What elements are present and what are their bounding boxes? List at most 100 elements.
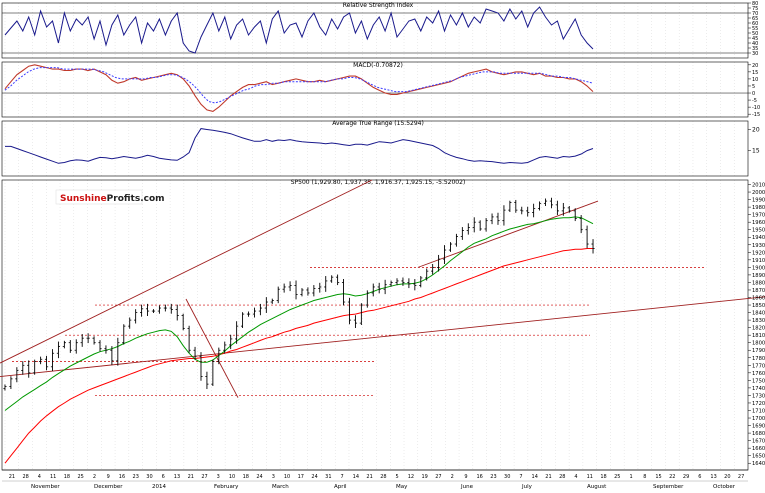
y-tick-label-2-0: 20 (752, 126, 760, 133)
panel-frame-1 (1, 61, 749, 118)
rsi-line (4, 6, 594, 54)
x-day-label-17: 18 (243, 474, 249, 480)
sunshine-profits-watermark: SunshineProfits.com (55, 189, 165, 205)
y-tick-label-0-4: 60 (752, 21, 758, 27)
y-tick-label-0-8: 40 (752, 41, 758, 47)
rsi-panel-title: Relative Strength Index (343, 2, 414, 9)
y-tick-label-3-18: 1830 (752, 318, 765, 324)
x-day-label-41: 4 (574, 474, 577, 480)
x-day-label-11: 6 (162, 474, 165, 480)
x-day-label-44: 25 (614, 474, 620, 480)
x-day-label-24: 7 (341, 474, 344, 480)
y-tick-label-0-10: 30 (752, 51, 758, 57)
x-day-label-20: 10 (284, 474, 290, 480)
x-day-label-28: 5 (396, 474, 399, 480)
trend-line-upper (417, 200, 599, 268)
x-day-label-36: 30 (504, 474, 510, 480)
x-day-label-34: 16 (477, 474, 483, 480)
x-day-label-35: 23 (490, 474, 496, 480)
y-tick-label-3-30: 1710 (752, 408, 765, 414)
y-tick-label-3-34: 1670 (752, 439, 765, 445)
y-tick-label-1-6: -10 (752, 105, 760, 111)
panel-frame-2 (1, 120, 749, 177)
x-day-label-40: 28 (559, 474, 565, 480)
y-tick-label-1-3: 5 (752, 84, 755, 90)
x-day-label-5: 25 (77, 474, 83, 480)
x-month-label-2: 2014 (152, 484, 166, 489)
x-day-label-14: 27 (201, 474, 207, 480)
y-tick-label-3-1: 2000 (752, 190, 765, 196)
watermark-box (55, 189, 143, 205)
x-day-label-18: 24 (256, 474, 262, 480)
panel-frame-0 (1, 2, 749, 59)
x-month-label-0: November (31, 484, 60, 489)
x-month-label-7: June (460, 484, 474, 489)
atr-line (5, 128, 594, 164)
x-day-label-33: 9 (464, 474, 467, 480)
x-day-label-3: 11 (50, 474, 56, 480)
trend-line-down (185, 298, 239, 398)
y-tick-label-0-3: 65 (752, 16, 758, 22)
x-day-label-19: 3 (272, 474, 275, 480)
x-day-label-37: 7 (519, 474, 522, 480)
x-day-label-23: 31 (325, 474, 331, 480)
x-day-label-1: 28 (22, 474, 28, 480)
y-tick-label-0-5: 55 (752, 26, 758, 32)
y-tick-label-3-20: 1810 (752, 333, 765, 339)
x-month-label-3: February (214, 484, 239, 489)
x-day-label-8: 16 (119, 474, 125, 480)
watermark-brand: Sunshine (60, 194, 107, 204)
x-month-label-5: April (334, 484, 347, 489)
x-day-label-30: 19 (421, 474, 427, 480)
y-tick-label-3-10: 1910 (752, 258, 765, 264)
moving-average-long (4, 248, 593, 464)
y-tick-label-3-26: 1750 (752, 378, 765, 384)
x-day-label-51: 13 (710, 474, 716, 480)
y-tick-label-3-32: 1690 (752, 424, 765, 430)
x-day-label-50: 6 (698, 474, 701, 480)
x-day-label-31: 27 (435, 474, 441, 480)
x-day-label-27: 28 (380, 474, 386, 480)
y-tick-label-1-4: 0 (752, 91, 755, 97)
x-day-label-26: 21 (366, 474, 372, 480)
x-month-label-4: March (272, 484, 289, 489)
watermark-rest: Profits.com (107, 194, 165, 204)
channel-lower-line (0, 296, 765, 378)
y-tick-label-3-31: 1700 (752, 416, 765, 422)
grid-layer (4, 3, 735, 470)
y-tick-label-3-27: 1740 (752, 386, 765, 392)
y-tick-label-3-14: 1870 (752, 288, 765, 294)
y-tick-label-3-35: 1660 (752, 446, 765, 452)
macd-signal-line (4, 67, 594, 104)
macd-line (4, 64, 594, 112)
y-tick-label-3-0: 2010 (752, 183, 765, 189)
y-tick-label-3-17: 1840 (752, 311, 765, 317)
y-tick-label-0-0: 80 (752, 1, 758, 7)
x-day-label-4: 18 (64, 474, 70, 480)
x-day-label-46: 8 (643, 474, 646, 480)
x-day-label-22: 24 (311, 474, 317, 480)
y-tick-label-1-7: -15 (752, 112, 760, 118)
y-tick-label-1-5: -5 (752, 98, 757, 104)
x-day-label-6: 2 (93, 474, 96, 480)
y-tick-label-3-6: 1950 (752, 228, 765, 234)
y-tick-label-3-28: 1730 (752, 393, 765, 399)
x-month-label-8: July (521, 484, 533, 489)
y-tick-label-3-7: 1940 (752, 235, 765, 241)
x-day-label-52: 20 (724, 474, 730, 480)
y-tick-label-0-9: 35 (752, 46, 758, 52)
x-day-label-0: 21 (9, 474, 15, 480)
x-day-label-15: 3 (217, 474, 220, 480)
x-day-label-49: 29 (683, 474, 689, 480)
moving-average-short (4, 216, 594, 411)
x-day-label-45: 1 (629, 474, 632, 480)
y-tick-label-3-22: 1790 (752, 348, 765, 354)
y-tick-label-3-3: 1980 (752, 205, 765, 211)
y-tick-label-2-1: 15 (752, 148, 760, 155)
price-panel-title: SP500 (1,929.80, 1,937.35, 1,916.37, 1,9… (291, 179, 466, 186)
y-tick-label-3-19: 1820 (752, 326, 765, 332)
chart-marks (0, 6, 765, 464)
panel-frame-3 (1, 179, 749, 471)
